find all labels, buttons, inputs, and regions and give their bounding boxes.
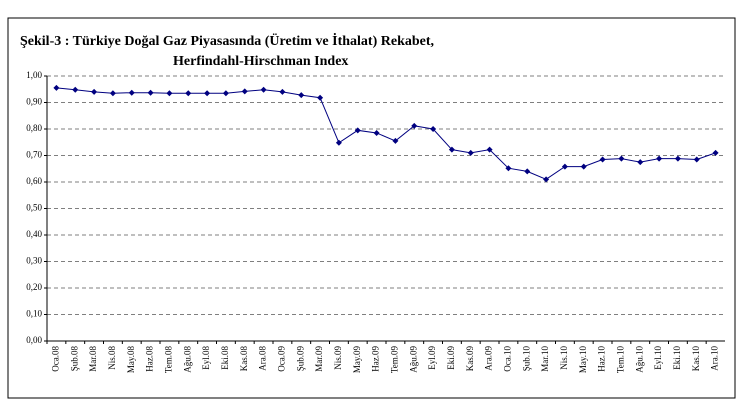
y-tick-label: 1,00 bbox=[26, 70, 42, 80]
y-tick-label: 0,50 bbox=[26, 203, 42, 213]
x-tick-label: Şub.08 bbox=[69, 346, 79, 372]
point-marker bbox=[147, 89, 154, 96]
x-tick-label: Ağu.09 bbox=[408, 346, 418, 373]
point-marker bbox=[486, 146, 493, 153]
x-tick-label: Şub.10 bbox=[521, 346, 531, 372]
y-tick-label: 0,20 bbox=[26, 282, 42, 292]
y-tick-label: 0,30 bbox=[26, 256, 42, 266]
x-tick-label: Eyl.10 bbox=[653, 346, 663, 370]
point-marker bbox=[166, 90, 173, 97]
point-marker bbox=[580, 163, 587, 170]
x-tick-label: Ağu.10 bbox=[634, 346, 644, 373]
series-line bbox=[56, 87, 716, 180]
y-tick-label: 0,70 bbox=[26, 150, 42, 160]
point-marker bbox=[467, 149, 474, 156]
point-marker bbox=[72, 86, 79, 93]
chart-title: Şekil-3 : Türkiye Doğal Gaz Piyasasında … bbox=[20, 32, 434, 49]
point-marker bbox=[241, 88, 248, 95]
x-tick-label: Oca.09 bbox=[276, 346, 286, 372]
x-tick-label: May.08 bbox=[126, 346, 136, 374]
point-marker bbox=[448, 146, 455, 153]
x-tick-label: Eki.09 bbox=[446, 346, 456, 370]
x-tick-label: Ara.08 bbox=[258, 346, 268, 371]
point-marker bbox=[185, 90, 192, 97]
point-marker bbox=[411, 122, 418, 129]
point-marker bbox=[204, 90, 211, 97]
x-tick-label: Eki.10 bbox=[672, 346, 682, 370]
x-tick-label: Şub.09 bbox=[295, 346, 305, 372]
x-tick-label: Eki.08 bbox=[220, 346, 230, 370]
x-tick-label: Mar.09 bbox=[314, 346, 324, 372]
point-marker bbox=[524, 168, 531, 175]
point-marker bbox=[373, 129, 380, 136]
chart-title: Herfindahl-Hirschman Index bbox=[173, 54, 348, 69]
point-marker bbox=[505, 165, 512, 172]
point-marker bbox=[53, 84, 60, 91]
x-tick-label: Eyl.09 bbox=[427, 346, 437, 370]
point-marker bbox=[222, 90, 229, 97]
point-marker bbox=[712, 149, 719, 156]
point-marker bbox=[561, 163, 568, 170]
x-tick-label: Mar.10 bbox=[540, 346, 550, 372]
x-tick-label: Tem.09 bbox=[389, 346, 399, 374]
x-tick-label: Ağu.08 bbox=[182, 346, 192, 373]
y-tick-label: 0,90 bbox=[26, 97, 42, 107]
x-tick-label: Mar.08 bbox=[88, 346, 98, 372]
y-tick-label: 0,40 bbox=[26, 229, 42, 239]
point-marker bbox=[430, 126, 437, 132]
point-marker bbox=[279, 88, 286, 95]
x-tick-label: Haz.08 bbox=[145, 346, 155, 372]
x-tick-label: May.09 bbox=[352, 346, 362, 374]
x-tick-label: Ara.09 bbox=[484, 346, 494, 371]
point-marker bbox=[335, 139, 342, 146]
x-tick-label: Kas.09 bbox=[465, 346, 475, 372]
point-marker bbox=[392, 137, 399, 144]
x-tick-label: Nis.09 bbox=[333, 346, 343, 370]
point-marker bbox=[543, 176, 550, 183]
point-marker bbox=[298, 92, 305, 99]
point-marker bbox=[109, 90, 116, 97]
chart-frame bbox=[7, 17, 736, 399]
y-tick-label: 0,00 bbox=[26, 335, 42, 345]
point-marker bbox=[674, 155, 681, 162]
point-marker bbox=[656, 155, 663, 162]
x-tick-label: Kas.10 bbox=[691, 346, 701, 372]
x-tick-label: Nis.10 bbox=[559, 346, 569, 370]
point-marker bbox=[260, 86, 267, 93]
x-tick-label: May.10 bbox=[578, 346, 588, 374]
y-tick-label: 0,80 bbox=[26, 123, 42, 133]
point-marker bbox=[317, 94, 324, 101]
point-marker bbox=[599, 156, 606, 163]
x-tick-label: Haz.10 bbox=[597, 346, 607, 372]
x-tick-label: Oca.08 bbox=[50, 346, 60, 372]
x-tick-label: Haz.09 bbox=[371, 346, 381, 372]
x-tick-label: Nis.08 bbox=[107, 346, 117, 370]
x-tick-label: Oca.10 bbox=[502, 346, 512, 372]
x-tick-label: Tem.08 bbox=[163, 346, 173, 374]
x-tick-label: Kas.08 bbox=[239, 346, 249, 372]
point-marker bbox=[354, 127, 361, 134]
x-tick-label: Tem.10 bbox=[615, 346, 625, 374]
point-marker bbox=[618, 155, 625, 162]
point-marker bbox=[637, 159, 644, 166]
point-marker bbox=[693, 156, 700, 163]
point-marker bbox=[91, 88, 98, 95]
x-tick-label: Eyl.08 bbox=[201, 346, 211, 370]
point-marker bbox=[128, 89, 135, 96]
x-tick-label: Ara.10 bbox=[710, 346, 720, 371]
y-tick-label: 0,60 bbox=[26, 176, 42, 186]
y-tick-label: 0,10 bbox=[26, 309, 42, 319]
